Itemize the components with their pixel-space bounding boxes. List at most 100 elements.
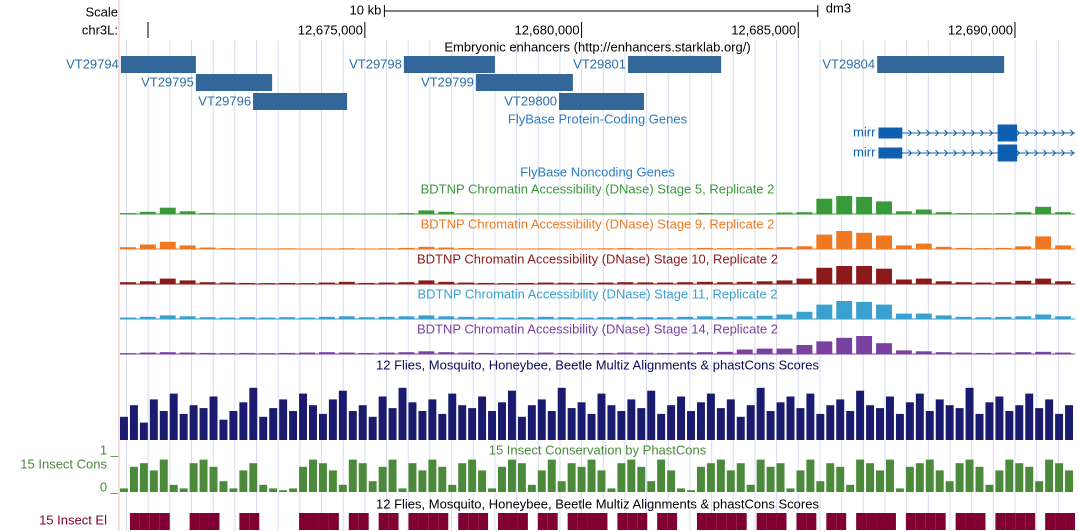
signal-bar: [348, 513, 359, 530]
signal-bar: [527, 484, 536, 492]
signal-bar: [1045, 513, 1056, 530]
signal-bar: [1035, 278, 1052, 284]
signal-bar: [299, 352, 315, 354]
signal-bar: [358, 405, 367, 440]
signal-bar: [955, 352, 972, 354]
signal-bar: [328, 513, 339, 530]
enhancer: [627, 56, 722, 73]
signal-bar: [338, 213, 355, 214]
signal-bar: [438, 211, 455, 214]
signal-bar: [279, 282, 296, 284]
strand-arrow: [971, 149, 976, 157]
signal-bar: [289, 411, 298, 440]
signal-bar: [796, 345, 813, 354]
signal-bar: [378, 466, 387, 492]
signal-bar: [199, 459, 208, 492]
gene-label: mirr: [853, 124, 876, 139]
signal-bar: [139, 513, 150, 530]
signal-bar: [398, 387, 407, 440]
signal-bar: [498, 466, 506, 492]
gene-exon: [997, 124, 1018, 142]
signal-bar: [985, 402, 994, 440]
signal-bar: [627, 399, 636, 440]
enhancer-label: VT29798: [349, 56, 402, 71]
signal-bar: [338, 281, 355, 284]
signal-bar: [1005, 459, 1014, 492]
signal-bar: [458, 316, 475, 319]
signal-bar: [667, 405, 676, 440]
signal-bar: [368, 481, 377, 492]
signal-bar: [1055, 281, 1072, 284]
signal-bar: [408, 513, 419, 530]
signal-bar: [796, 470, 805, 492]
signal-bar: [139, 352, 156, 354]
signal-bar: [637, 317, 654, 319]
signal-bar: [557, 317, 574, 319]
enhancer: [403, 56, 495, 73]
signal-bar: [617, 463, 626, 492]
signal-bar: [189, 463, 198, 492]
signal-bar: [736, 281, 753, 284]
signal-bar: [876, 513, 886, 530]
signal-bar: [149, 470, 158, 492]
signal-bar: [1015, 463, 1024, 492]
signal-bar: [995, 513, 1006, 530]
signal-bar: [796, 212, 813, 214]
signal-bar: [935, 281, 952, 284]
signal-bar: [537, 282, 554, 284]
signal-bar: [159, 459, 168, 492]
enhancer: [475, 74, 573, 91]
signal-bar: [975, 466, 984, 492]
signal-bar: [338, 352, 355, 354]
signal-bar: [1055, 413, 1064, 440]
signal-bar: [478, 248, 495, 249]
track-title: BDTNP Chromatin Accessibility (DNase) St…: [421, 181, 775, 196]
signal-bar: [756, 213, 773, 214]
enhancer-label: VT29794: [66, 56, 119, 71]
signal-bar: [587, 513, 598, 530]
enhancer-label: VT29796: [198, 93, 251, 108]
signal-bar: [915, 209, 932, 214]
signal-bar: [517, 352, 534, 354]
signal-bar: [826, 405, 835, 440]
signal-bar: [179, 211, 196, 214]
signal-bar: [1045, 399, 1054, 440]
signal-bar: [587, 413, 596, 440]
signal-bar: [378, 213, 395, 214]
signal-bar: [239, 352, 256, 354]
signal-bar: [955, 247, 972, 249]
enhancer-label: VT29800: [504, 93, 557, 108]
signal-bar: [895, 313, 912, 319]
signal-bar: [866, 513, 877, 530]
signal-bar: [667, 513, 678, 530]
signal-bar: [846, 411, 855, 440]
signal-bar: [726, 513, 737, 530]
signal-bar: [468, 408, 477, 440]
signal-bar: [776, 402, 785, 440]
signal-bar: [348, 459, 357, 492]
signal-bar: [279, 213, 296, 214]
signal-bar: [776, 247, 793, 249]
signal-bar: [398, 247, 415, 249]
strand-arrow: [1016, 129, 1021, 137]
signal-bar: [766, 513, 777, 530]
signal-bar: [856, 513, 867, 530]
signal-bar: [120, 353, 136, 354]
signal-bar: [876, 201, 892, 214]
strand-arrow: [980, 149, 985, 157]
signal-bar: [378, 316, 395, 319]
track-title: 12 Flies, Mosquito, Honeybee, Beetle Mul…: [376, 496, 819, 511]
signal-bar: [269, 488, 278, 492]
signal-bar: [478, 213, 495, 214]
signal-bar: [478, 352, 495, 354]
signal-bar: [816, 413, 825, 440]
signal-bar: [597, 352, 614, 354]
signal-bar: [448, 484, 457, 492]
signal-bar: [736, 513, 747, 530]
signal-bar: [816, 234, 833, 249]
enhancer: [120, 56, 196, 73]
signal-bar: [498, 248, 514, 249]
signal-bar: [557, 282, 574, 284]
signal-bar: [259, 248, 276, 249]
